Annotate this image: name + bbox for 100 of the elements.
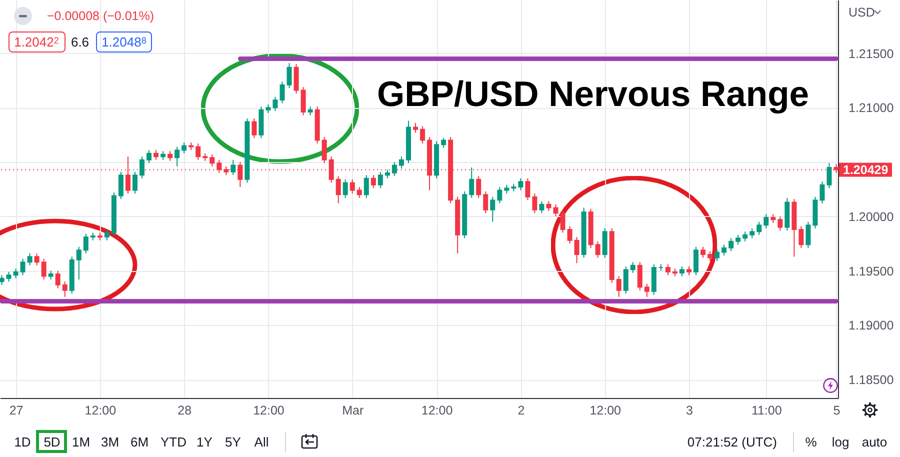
candlestick <box>708 250 713 262</box>
candlestick <box>483 190 488 214</box>
text: 5D <box>44 434 60 450</box>
candlestick <box>13 268 18 279</box>
candlestick <box>182 142 187 154</box>
candlestick <box>41 258 46 280</box>
candlestick <box>328 156 334 184</box>
candlestick <box>230 159 236 176</box>
candlestick <box>637 262 642 291</box>
text: 1D <box>14 434 31 450</box>
candlestick <box>132 171 138 194</box>
candlestick <box>378 171 383 189</box>
candlestick <box>364 174 369 198</box>
candlestick <box>6 271 12 282</box>
candlestick <box>602 228 608 258</box>
candlestick <box>756 221 762 236</box>
candlestick <box>104 228 110 241</box>
x-tick-label: 28 <box>178 404 192 418</box>
candlestick <box>518 178 524 191</box>
candlestick <box>728 238 734 252</box>
candlestick <box>469 166 474 198</box>
candlestick <box>553 204 558 217</box>
candlestick <box>20 258 26 276</box>
x-tick-label: 27 <box>9 404 24 418</box>
annotation: 6.6 <box>70 34 90 49</box>
candlestick <box>630 262 636 274</box>
candlestick <box>118 171 124 200</box>
candlestick <box>750 228 755 239</box>
candlestick <box>490 196 496 222</box>
candlestick <box>665 264 670 276</box>
candlestick <box>546 200 552 212</box>
annotation: 1.2048$^{8}$ <box>96 31 152 52</box>
text: 6M <box>130 434 149 450</box>
text: GBP/USD Nervous Range <box>377 74 810 114</box>
candlestick <box>342 178 348 198</box>
candlestick <box>532 193 538 214</box>
candlestick <box>722 244 727 256</box>
candlestick <box>574 236 580 264</box>
candlestick <box>146 150 152 164</box>
candlestick <box>778 216 783 232</box>
candlestick <box>714 248 720 262</box>
x-tick-label: 12:00 <box>253 404 284 418</box>
candlestick <box>76 246 82 280</box>
candlestick <box>370 174 376 189</box>
candlestick <box>651 264 656 296</box>
annotation: 1.2042$^{2}$ <box>8 31 65 52</box>
candlestick <box>441 138 446 148</box>
candlestick <box>140 156 145 179</box>
text: All <box>254 434 269 450</box>
x-tick-label: 2 <box>518 404 525 418</box>
candlestick <box>272 96 278 112</box>
candlestick <box>826 162 832 189</box>
y-tick-label: 1.20000 <box>848 210 894 224</box>
x-tick-label: 3 <box>686 404 694 418</box>
y-tick-label: 1.21000 <box>848 101 894 116</box>
candlestick <box>336 176 341 204</box>
candlestick <box>820 181 825 204</box>
candlestick <box>280 81 285 104</box>
candlestick <box>196 143 201 160</box>
candlestick <box>736 234 741 246</box>
candlestick <box>62 281 68 298</box>
candlestick <box>286 62 292 89</box>
text: 1M <box>72 434 90 450</box>
candlestick <box>356 186 362 198</box>
candlestick <box>392 162 397 177</box>
candlestick <box>476 176 482 198</box>
candlestick <box>700 246 706 258</box>
candlestick <box>806 221 811 248</box>
candlestick <box>55 270 60 289</box>
candlestick <box>539 200 544 214</box>
text: 5Y <box>225 434 241 450</box>
candlestick <box>595 240 600 258</box>
text: 1Y <box>196 434 212 450</box>
text: 07:21:52 (UTC) <box>687 434 777 450</box>
candlestick <box>154 150 159 160</box>
candlestick <box>798 226 804 248</box>
y-tick-label: 1.21500 <box>848 46 894 61</box>
text: auto <box>862 434 888 450</box>
y-tick-label: 1.19000 <box>848 318 894 333</box>
x-tick-label: Mar <box>342 404 364 418</box>
candlestick <box>168 150 173 162</box>
candlestick <box>0 274 4 286</box>
candlestick <box>644 283 650 298</box>
text: % <box>805 434 817 450</box>
text: YTD <box>160 434 186 450</box>
candlestick <box>83 233 88 254</box>
x-tick-label: 12:00 <box>421 404 453 418</box>
annotation: −0.00008 (−0.01%) <box>47 8 154 23</box>
candlestick <box>525 178 530 201</box>
candlestick <box>27 252 32 266</box>
y-tick-label: 1.18500 <box>848 373 894 388</box>
y-axis-title: USD <box>848 6 875 20</box>
candlestick <box>174 146 180 167</box>
candlestick <box>616 276 622 298</box>
text: 3M <box>100 434 120 450</box>
candlestick <box>742 231 748 242</box>
candlestick <box>34 252 40 266</box>
x-tick-label: 12:00 <box>590 404 622 418</box>
candlestick <box>764 214 769 229</box>
candlestick <box>693 246 698 276</box>
